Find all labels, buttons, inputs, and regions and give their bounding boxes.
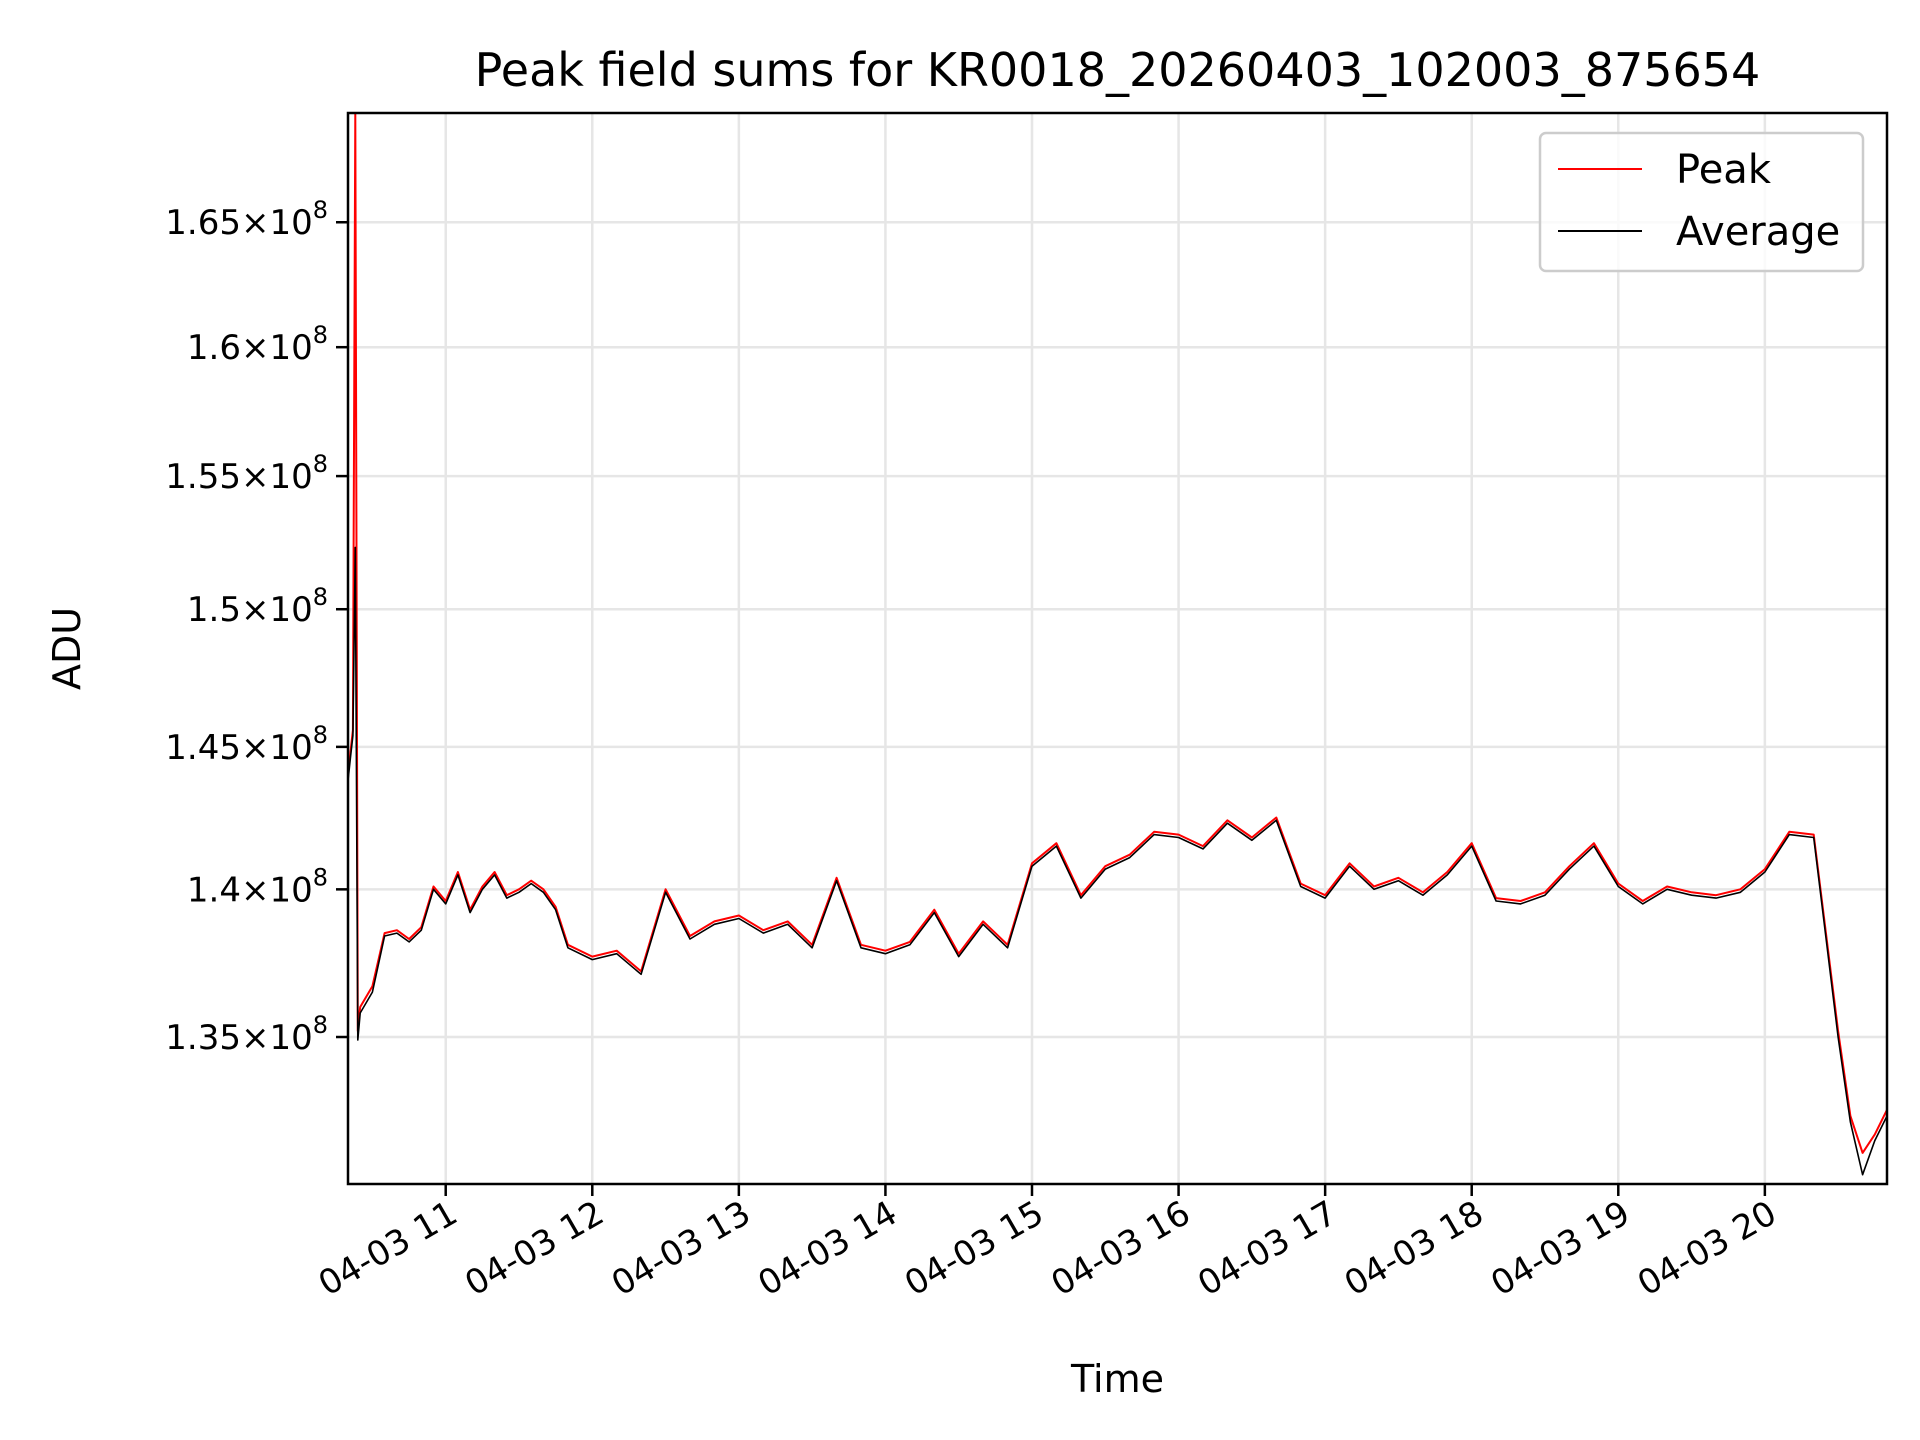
y-tick-label: 1.4×108 <box>187 863 328 910</box>
series-line-average <box>348 546 1887 1176</box>
legend: Peak Average <box>1538 131 1865 273</box>
y-tick-label: 1.35×108 <box>165 1011 328 1058</box>
legend-box <box>1538 131 1865 273</box>
y-tick-label: 1.55×108 <box>165 450 328 497</box>
plot-frame <box>346 111 1889 1186</box>
grid <box>348 113 1887 1184</box>
y-axis-label: ADU <box>45 607 89 690</box>
legend-label-average: Average <box>1676 209 1840 255</box>
y-tick-label: 1.65×108 <box>165 196 328 243</box>
series-line-peak <box>348 113 1887 1154</box>
y-tick-label: 1.45×108 <box>165 721 328 768</box>
chart-title: Peak field sums for KR0018_20260403_1020… <box>475 43 1761 97</box>
y-tick-label: 1.5×108 <box>187 583 328 630</box>
y-tick-label: 1.6×108 <box>187 321 328 368</box>
series-lines <box>348 113 1887 1176</box>
x-axis-label: Time <box>1070 1357 1164 1401</box>
legend-label-peak: Peak <box>1676 147 1772 193</box>
